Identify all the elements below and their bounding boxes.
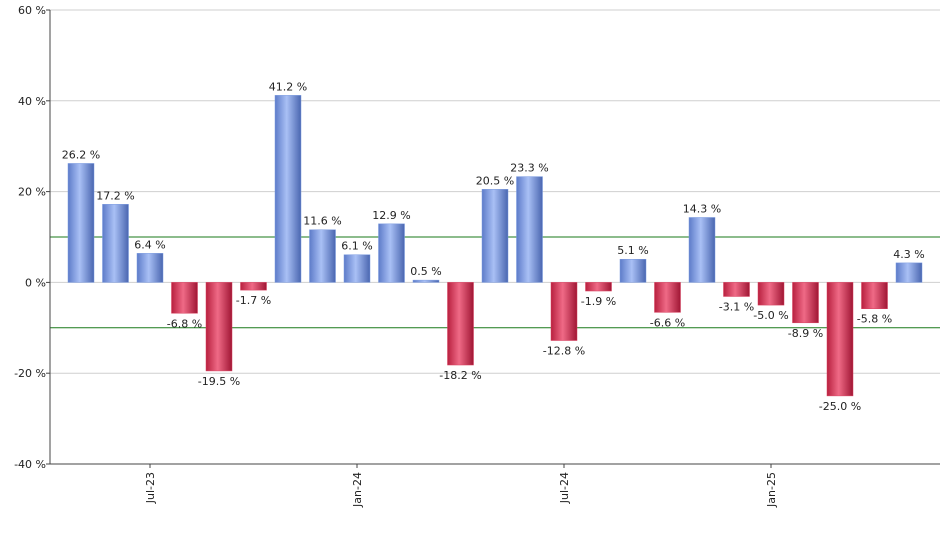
bar xyxy=(67,163,95,283)
bar xyxy=(688,217,716,283)
bar xyxy=(619,258,647,283)
x-tick-label: Jan-24 xyxy=(351,472,364,508)
bar xyxy=(654,282,681,313)
bar xyxy=(550,282,578,341)
y-tick-label: 40 % xyxy=(18,95,46,108)
bar xyxy=(861,282,888,309)
bar xyxy=(171,282,198,314)
bar xyxy=(136,253,164,283)
bar xyxy=(895,262,923,283)
value-label: -19.5 % xyxy=(198,375,240,388)
value-label: -6.6 % xyxy=(650,316,685,329)
value-label: 4.3 % xyxy=(893,248,924,261)
bar xyxy=(723,282,750,297)
value-label: -25.0 % xyxy=(819,400,861,413)
value-label: 41.2 % xyxy=(269,80,307,93)
y-tick-label: 60 % xyxy=(18,4,46,17)
value-label: 6.1 % xyxy=(341,240,372,253)
value-label: 17.2 % xyxy=(96,189,134,202)
bar xyxy=(274,95,302,283)
value-label: 11.6 % xyxy=(303,215,341,228)
bar xyxy=(826,282,854,397)
value-label: -18.2 % xyxy=(439,369,481,382)
value-label: -8.9 % xyxy=(788,327,823,340)
bar xyxy=(516,176,543,283)
value-label: 26.2 % xyxy=(62,148,100,161)
y-tick-label: -40 % xyxy=(14,458,46,471)
bar xyxy=(412,279,440,283)
value-label: 12.9 % xyxy=(372,209,410,222)
value-label: -1.9 % xyxy=(581,295,616,308)
value-label: -3.1 % xyxy=(719,300,754,313)
value-label: -5.0 % xyxy=(753,309,788,322)
value-label: 5.1 % xyxy=(617,244,648,257)
bar xyxy=(205,282,233,372)
value-label: -6.8 % xyxy=(167,317,202,330)
value-label: 0.5 % xyxy=(410,265,441,278)
bar xyxy=(102,204,129,283)
value-label: 20.5 % xyxy=(476,174,514,187)
value-label: -5.8 % xyxy=(857,313,892,326)
y-tick-label: 0 % xyxy=(25,276,46,289)
bar xyxy=(792,282,819,324)
y-tick-label: -20 % xyxy=(14,367,46,380)
bar xyxy=(378,223,405,283)
x-tick-label: Jul-24 xyxy=(558,472,571,504)
bar xyxy=(757,282,785,306)
value-label: 14.3 % xyxy=(683,202,721,215)
x-tick-label: Jan-25 xyxy=(765,472,778,508)
bar xyxy=(240,282,267,291)
y-tick-label: 20 % xyxy=(18,186,46,199)
value-label: 23.3 % xyxy=(510,162,548,175)
bar xyxy=(343,254,371,283)
bar xyxy=(309,229,336,283)
x-tick-label: Jul-23 xyxy=(144,472,157,504)
bar xyxy=(481,189,509,283)
bar xyxy=(585,282,612,292)
bar xyxy=(447,282,474,366)
value-label: -12.8 % xyxy=(543,345,585,358)
value-label: -1.7 % xyxy=(236,294,271,307)
value-label: 6.4 % xyxy=(134,238,165,251)
